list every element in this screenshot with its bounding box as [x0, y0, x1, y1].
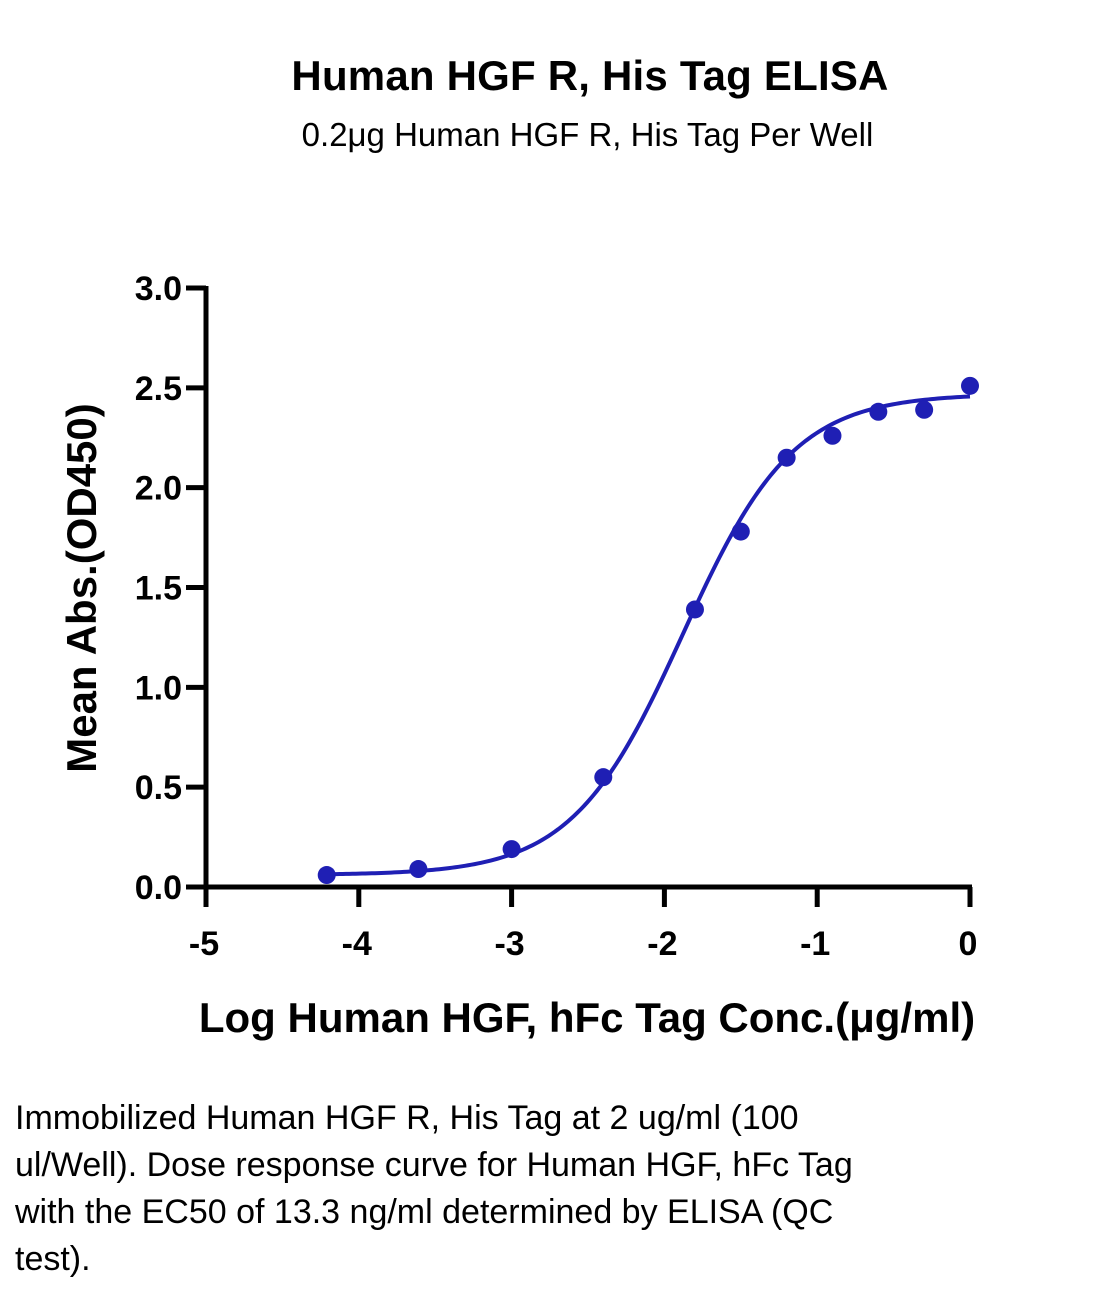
y-tick-label: 2.5	[135, 370, 182, 408]
y-tick-labels: 0.0 0.5 1.0 1.5 2.0 2.5 3.0	[135, 270, 182, 907]
y-tick-label: 1.0	[135, 669, 182, 707]
x-tick-label: -1	[800, 925, 830, 963]
y-tick-label: 3.0	[135, 270, 182, 308]
data-points	[317, 376, 979, 885]
y-axis-label: Mean Abs.(OD450)	[58, 403, 105, 773]
data-point	[502, 840, 521, 859]
data-point	[869, 402, 888, 421]
y-tick-label: 2.0	[135, 470, 182, 508]
data-point	[685, 600, 704, 619]
data-point	[317, 866, 336, 885]
y-tick-label: 0.0	[135, 869, 182, 907]
x-tick-label: -3	[494, 925, 524, 963]
y-tick-label: 1.5	[135, 570, 182, 608]
x-tick-label: -4	[342, 925, 372, 963]
y-tick-label: 0.5	[135, 769, 182, 807]
fit-curve	[326, 394, 971, 877]
x-tick-label: -2	[647, 925, 677, 963]
data-point	[409, 860, 428, 879]
data-point	[915, 400, 934, 419]
x-tick-label: -5	[189, 925, 219, 963]
x-tick-labels: -5 -4 -3 -2 -1 0	[189, 925, 978, 963]
x-tick-label: 0	[959, 925, 978, 963]
chart-title: Human HGF R, His Tag ELISA	[291, 52, 889, 99]
data-point	[777, 448, 796, 467]
data-point	[823, 426, 842, 445]
elisa-chart: 0.0 0.5 1.0 1.5 2.0 2.5 3.0 -5 -4 -3 -2 -1 0 Mean A…	[58, 270, 979, 1041]
axes	[186, 285, 973, 907]
chart-subtitle: 0.2μg Human HGF R, His Tag Per Well	[301, 116, 874, 153]
x-axis-label: Log Human HGF, hFc Tag Conc.(μg/ml)	[199, 994, 975, 1041]
data-point	[731, 522, 750, 541]
data-point	[594, 768, 613, 787]
data-point	[961, 376, 979, 395]
caption: Immobilized Human HGF R, His Tag at 2 ug…	[15, 1099, 853, 1278]
